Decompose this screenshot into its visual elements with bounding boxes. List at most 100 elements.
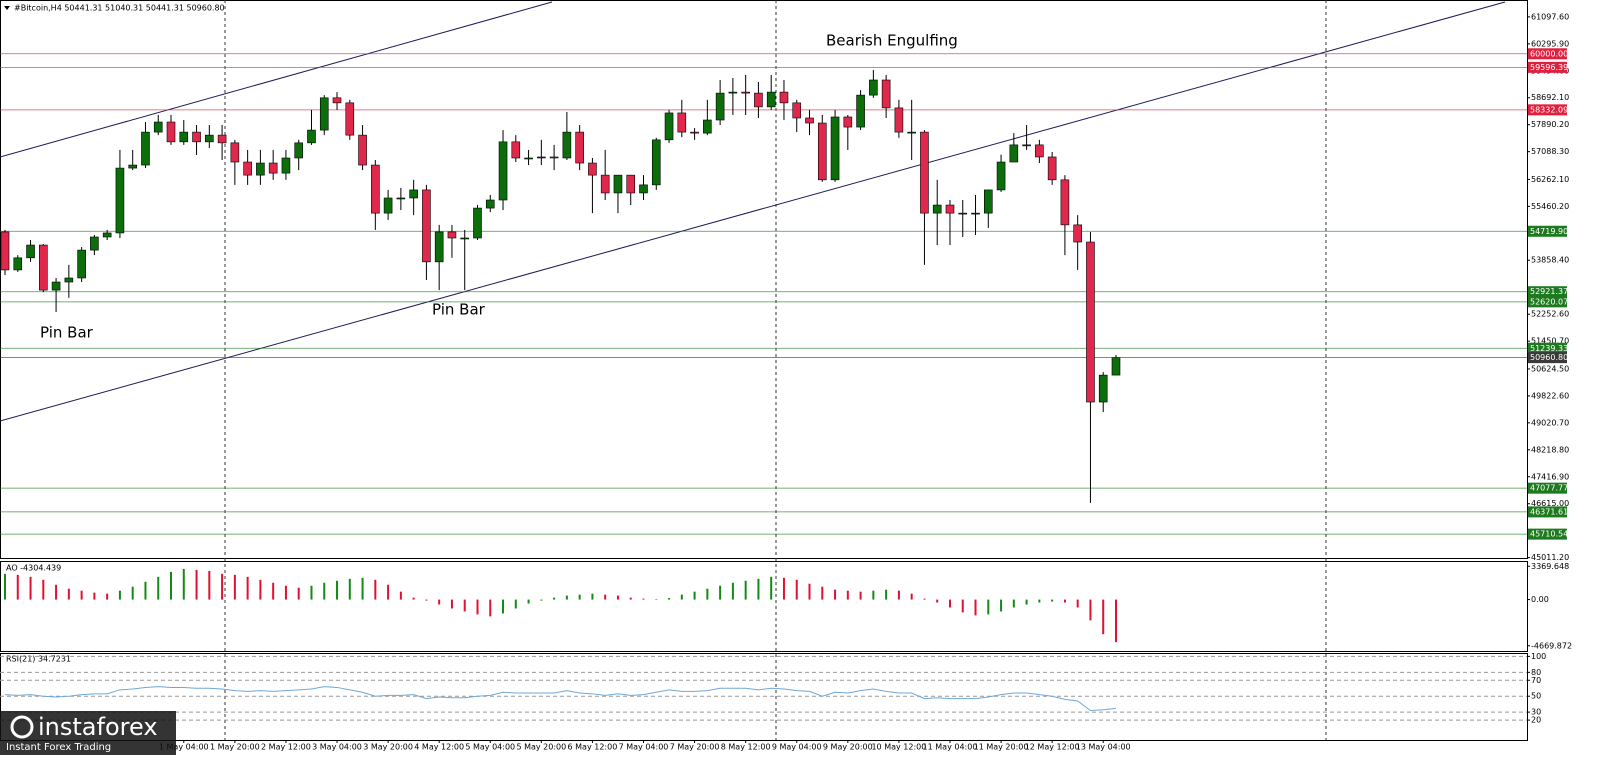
level-label: 45710.54 [1530,530,1568,539]
candle-body [639,184,648,194]
candle-body [626,174,636,194]
candle-body [39,244,48,291]
level-label-bg [1528,48,1567,60]
x-tick-label: 12 May 12:00 [1025,743,1080,752]
y-tick-label: 58692.10 [1531,93,1569,102]
candle-body [958,212,968,215]
ao-panel [0,561,1528,652]
candle-body [588,162,597,176]
candle-body [575,131,584,164]
rsi-panel [0,653,1528,741]
x-tick-label: 5 May 04:00 [465,743,515,752]
y-tick-label: 20 [1531,716,1541,725]
candle-body [817,122,827,181]
x-tick-label: 11 May 04:00 [923,743,978,752]
logo-icon [10,715,34,739]
candle-body [243,161,252,176]
candle-body [996,161,1006,191]
x-tick-label: 13 May 04:00 [1076,743,1131,752]
candle-body [792,102,802,119]
x-tick-label: 8 May 12:00 [721,743,771,752]
candle-body [881,79,891,109]
trendline [0,1,1506,422]
x-tick-label: 10 May 12:00 [871,743,926,752]
candle-body [920,131,929,214]
candle-body [268,162,278,174]
candle-body [945,204,955,214]
y-tick-label: 50624.50 [1531,364,1569,373]
candle-body [932,204,942,214]
y-tick-label: 45011.20 [1531,553,1569,562]
candle-body [677,112,687,133]
candle-body [1098,374,1108,403]
candle-body [141,131,150,166]
level-label: 50960.80 [1530,353,1568,362]
x-tick-label: 1 May 04:00 [159,743,209,752]
candle-body [971,212,980,215]
x-tick-label: 3 May 20:00 [363,743,413,752]
annotation: Bearish Engulfing [826,32,958,50]
level-label: 59596.39 [1530,63,1568,72]
candle-body [460,237,470,240]
candle-body [115,167,125,234]
y-tick-label: 80 [1531,668,1541,677]
main-panel [0,0,1528,559]
trendlines [0,1,1506,422]
x-tick-label: 6 May 12:00 [568,743,618,752]
candle-body [485,199,495,209]
candle-body [371,164,380,214]
chart-title: #Bitcoin,H4 50441.31 51040.31 50441.31 5… [14,4,225,13]
rsi-line [4,686,1117,712]
candle-body [549,156,559,159]
y-tick-label: 53858.40 [1531,256,1569,265]
candle-body [230,142,240,163]
candle-body [179,131,189,143]
candle-body [13,257,23,271]
x-tick-label: 3 May 04:00 [312,743,362,752]
candle-body [447,231,457,239]
level-label-bg [1528,296,1567,308]
candle-body [294,142,304,159]
logo-tagline: Instant Forex Trading [6,742,111,753]
y-tick-label: 61097.60 [1531,12,1569,21]
candle-body [715,92,725,121]
candle-body [192,131,201,143]
candle-body [728,91,738,94]
candle-body [1111,357,1121,376]
candle-body [830,116,840,181]
candle-body [779,91,789,104]
candle-body [102,232,112,238]
level-label-bg [1528,61,1567,73]
main-plot [0,53,1527,535]
rsi-title: RSI(21) 34.7231 [6,655,71,664]
y-tick-label: 51450.70 [1531,337,1569,346]
y-tick-label: 0.00 [1531,595,1549,604]
candle-body [409,189,418,199]
candle-body [1009,144,1019,163]
candle-body [690,131,699,134]
candle-body [1060,179,1070,226]
logo: instaforex Instant Forex Trading [0,711,176,755]
candle-body [741,91,750,94]
x-tick-label: 5 May 20:00 [516,743,566,752]
candle-body [805,117,814,124]
candle-body [51,281,61,291]
candle-body [319,97,329,131]
level-label-bg [1528,286,1567,298]
candle-body [869,79,878,96]
x-tick-label: 1 May 20:00 [210,743,260,752]
candle-body [1035,144,1044,158]
level-label: 54719.90 [1530,227,1568,236]
menu-arrow [4,6,10,10]
candle-body [90,236,99,251]
candle-body [128,164,137,169]
x-tick-label: 9 May 04:00 [772,743,822,752]
candle-body [843,116,853,128]
y-tick-label: 52252.60 [1531,310,1569,319]
y-tick-label: 57890.20 [1531,120,1569,129]
level-label: 47077.77 [1530,484,1568,493]
candle-body [894,107,904,133]
candle-body [332,97,342,104]
